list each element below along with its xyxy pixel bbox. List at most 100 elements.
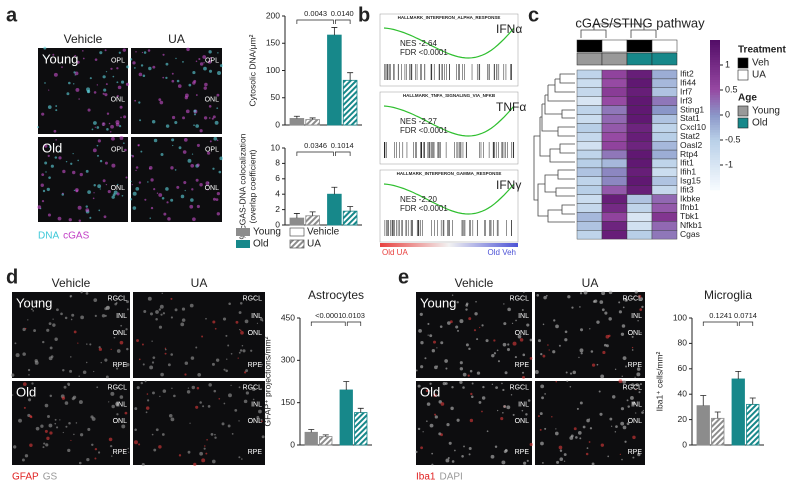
bar [342, 79, 358, 126]
signal [93, 370, 95, 373]
error-bar [714, 411, 721, 419]
colorbar-step [710, 102, 720, 106]
legend-label: Old [253, 239, 269, 250]
heatmap-cell [601, 140, 628, 151]
signal [192, 217, 196, 222]
signal [632, 435, 636, 440]
colorbar-step [710, 137, 720, 141]
signal [22, 352, 26, 356]
bracket [335, 19, 351, 24]
signal [133, 440, 138, 445]
heatmap-cell [601, 123, 628, 133]
signal [104, 161, 108, 165]
signal [573, 427, 577, 431]
micrograph [131, 137, 222, 222]
signal [599, 300, 604, 304]
annotation-cell [626, 39, 653, 53]
signal [547, 344, 549, 346]
signal [238, 351, 241, 354]
heatmap-cell [626, 96, 653, 106]
signal [614, 431, 617, 433]
chart-title: Microglia [704, 288, 752, 302]
stain-label: Iba1 [416, 472, 436, 483]
signal [497, 360, 501, 363]
layer-label: ONL [248, 330, 263, 337]
signal [569, 372, 573, 375]
heatmap-cell [651, 185, 678, 195]
signal [193, 109, 197, 113]
signal [206, 438, 208, 441]
signal [91, 443, 94, 447]
bar [731, 378, 745, 446]
colorbar-step [710, 95, 720, 98]
signal [151, 433, 154, 436]
signal [178, 454, 182, 457]
row-label: Sting1 [680, 104, 704, 114]
signal [261, 435, 265, 439]
signal [199, 62, 204, 66]
heatmap-cell [601, 114, 628, 124]
heatmap-cell [601, 221, 628, 231]
signal [465, 343, 469, 347]
signal [141, 343, 144, 346]
signal [133, 67, 136, 69]
signal [160, 153, 164, 157]
signal [632, 401, 636, 405]
signal [47, 415, 50, 419]
signal [159, 304, 164, 309]
signal [165, 187, 169, 191]
colorbar-step [710, 107, 720, 111]
signal [529, 356, 533, 360]
signal [540, 384, 545, 389]
signal [184, 189, 186, 192]
signal [490, 454, 495, 459]
signal [589, 427, 593, 430]
signal [37, 126, 40, 129]
heatmap-cell [576, 221, 603, 231]
colorbar-step [710, 80, 720, 83]
signal [94, 447, 98, 451]
signal [165, 124, 170, 128]
error-bar [357, 407, 364, 413]
signal [579, 292, 583, 295]
signal [527, 399, 531, 402]
signal [635, 383, 639, 387]
signal [165, 76, 168, 80]
signal [57, 216, 62, 221]
row-label: Oasl2 [680, 140, 702, 150]
signal [252, 398, 255, 401]
signal [49, 431, 53, 435]
signal [243, 399, 248, 404]
signal [571, 306, 574, 309]
signal [189, 204, 194, 209]
layer-label: RGCL [243, 385, 263, 392]
heatmap-cell [651, 176, 678, 186]
signal [250, 349, 253, 352]
signal [110, 391, 115, 396]
signal [46, 328, 50, 332]
signal [72, 395, 77, 400]
signal [207, 60, 212, 64]
signal [126, 300, 129, 304]
signal [29, 415, 32, 418]
signal [161, 196, 165, 200]
signal [149, 217, 151, 220]
signal [128, 451, 130, 453]
signal [98, 209, 101, 212]
heatmap-cell [576, 123, 603, 133]
signal [41, 173, 45, 177]
signal [12, 394, 14, 396]
signal [474, 312, 478, 316]
signal [124, 148, 127, 152]
signal [73, 330, 77, 334]
signal [155, 310, 159, 314]
signal [542, 323, 545, 326]
signal [476, 371, 481, 375]
signal [41, 112, 45, 116]
signal [575, 436, 578, 439]
signal [216, 107, 219, 110]
colorbar-step [710, 70, 720, 73]
signal [155, 428, 159, 432]
signal [424, 357, 427, 360]
enrichment-curve [383, 27, 515, 59]
